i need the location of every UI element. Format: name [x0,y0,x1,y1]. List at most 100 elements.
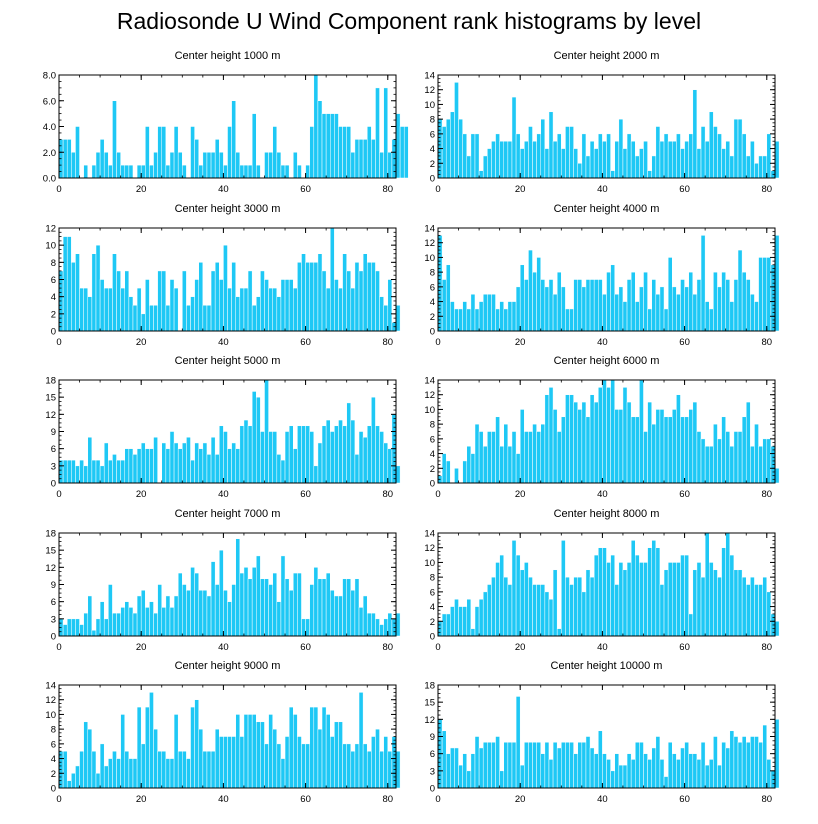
x-tick-label: 0 [56,184,61,195]
bar [284,164,290,179]
bar [696,279,702,332]
x-tick-label: 80 [761,184,772,195]
x-tick-label: 0 [435,337,440,348]
x-tick-label: 80 [382,184,393,195]
panel-title: Center height 9000 m [175,660,281,672]
bar [672,286,677,332]
y-tick-label: 12 [424,715,435,726]
bar [190,126,195,179]
bar [321,270,327,332]
bar [161,270,167,332]
bar [145,126,150,179]
x-tick-label: 0 [56,337,61,348]
bar [206,595,212,637]
bar [297,736,302,789]
bar [75,465,80,484]
y-tick-label: 0 [430,327,435,338]
bar [71,459,76,484]
bar [680,416,685,484]
bar [288,425,294,484]
panel-9: Center height 9000 m 0 2 4 6 8 10 12 14 0 20 40 60 80 [45,660,401,805]
y-tick-label: 3 [430,766,435,777]
bar [186,305,191,332]
bar [321,425,327,484]
bar [136,287,142,332]
bar [108,584,113,637]
bar [313,465,319,484]
bar [602,753,607,789]
bar [552,140,558,179]
bar [75,253,80,332]
bar [647,401,652,484]
bar [231,584,236,637]
bar [210,436,216,484]
bar [630,416,636,484]
bar [112,100,117,179]
bar [305,618,310,637]
bar [663,416,669,484]
bar [750,736,755,789]
x-tick-label: 20 [515,489,526,500]
bar [317,728,323,789]
panel-title: Center height 7000 m [175,508,281,520]
bar [478,431,484,484]
bar [219,549,224,637]
y-tick-label: 12 [45,410,56,421]
bar [729,730,735,789]
bar [334,113,339,179]
bar [71,618,76,637]
bar [108,459,113,484]
bar [713,126,718,179]
bar [66,139,72,179]
bar [684,286,689,332]
bar [321,706,327,789]
bar [247,270,253,332]
bar [515,133,521,179]
bar [532,741,537,789]
bar [293,572,298,637]
x-tick-label: 20 [136,489,147,500]
bar [338,595,343,637]
bar [95,618,101,637]
bar [149,692,154,789]
bar [210,270,216,332]
bar [284,578,290,637]
bar [399,126,405,179]
y-tick-label: 9 [51,427,56,438]
bar [145,607,150,637]
bar [140,164,146,179]
bar [202,442,208,484]
bar [173,714,179,789]
bar [371,139,376,179]
bar [268,287,273,332]
y-tick-label: 12 [424,238,435,249]
bar [177,152,183,179]
bar [737,569,743,637]
bar [688,613,694,637]
bar [338,287,343,332]
bar [774,140,780,179]
bar [383,305,389,332]
bar [692,569,698,637]
bar [569,126,574,179]
bar [647,308,652,332]
y-tick-label: 4 [51,292,56,303]
bar [366,126,372,179]
bar [260,721,265,789]
y-tick-label: 2 [51,769,56,780]
bar [507,301,513,332]
bar [704,140,710,179]
bar [371,612,376,637]
bar [717,133,722,179]
y-tick-label: 6 [430,434,435,445]
y-tick-label: 2 [430,159,435,170]
bar [284,279,290,332]
bar [62,624,68,637]
bar [470,628,476,637]
bar [511,540,517,637]
bar [62,236,68,332]
bar [132,305,138,332]
bar [528,249,533,332]
bar [503,741,509,789]
y-tick-label: 8 [430,420,435,431]
